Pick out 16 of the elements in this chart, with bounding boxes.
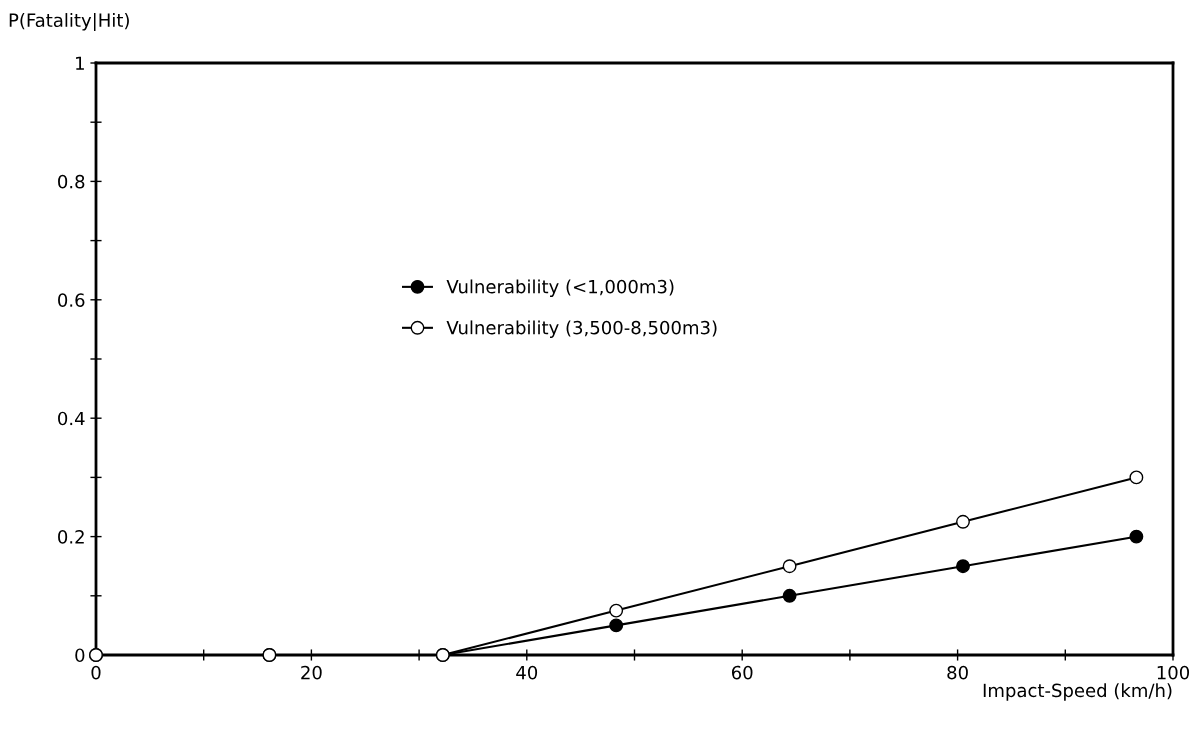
x-tick-label: 60 [731,665,753,680]
y-tick-label: 0.4 [58,411,85,426]
y-tick-label: 1 [76,56,84,70]
x-tick-label: 20 [301,665,322,680]
x-axis-title: Impact-Speed (km/h) [983,683,1172,701]
x-tick-label: 80 [947,665,968,680]
y-tick-label: 0.2 [58,530,84,544]
legend-label: Vulnerability (3,500-8,500m3) [446,320,717,338]
x-tick-label: 40 [516,665,538,680]
y-tick-label: 0 [75,648,85,663]
y-axis-title: P(Fatality|Hit) [9,12,129,32]
x-tick-label: 100 [1157,665,1190,680]
legend-label: Vulnerability (<1,000m3) [446,279,674,297]
y-tick-label: 0.8 [58,174,85,189]
y-tick-label: 0.6 [58,293,85,307]
x-tick-label: 0 [91,665,101,680]
